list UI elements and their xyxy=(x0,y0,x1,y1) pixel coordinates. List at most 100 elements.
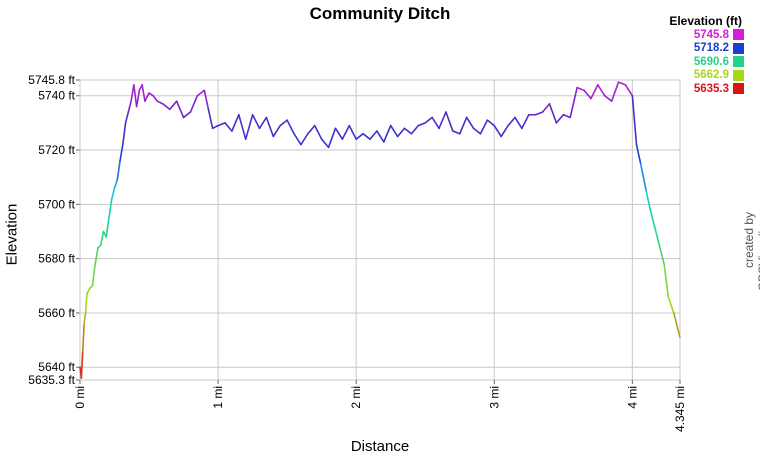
legend-entry: 5635.3 xyxy=(640,82,744,96)
elevation-line-segment xyxy=(452,130,461,135)
elevation-line-segment xyxy=(80,350,84,379)
elevation-line-segment xyxy=(300,132,309,146)
elevation-line-segment xyxy=(99,230,105,246)
elevation-line-segment xyxy=(94,246,99,265)
elevation-line-segment xyxy=(327,127,337,149)
legend-swatch xyxy=(733,56,744,68)
elevation-line-segment xyxy=(597,84,606,97)
elevation-line-segment xyxy=(127,100,132,113)
elevation-line-segment xyxy=(438,111,447,130)
elevation-line-segment xyxy=(238,113,247,140)
elevation-line-segment xyxy=(124,111,130,124)
elevation-line-segment xyxy=(555,113,565,124)
x-tick-label: 2 mi xyxy=(349,386,363,409)
elevation-line-segment xyxy=(83,312,87,325)
elevation-line-segment xyxy=(348,124,357,140)
legend-title: Elevation (ft) xyxy=(669,14,742,28)
x-tick-label: 4.345 mi xyxy=(673,386,687,432)
elevation-line-segment xyxy=(645,189,652,211)
y-tick-label: 5700 ft xyxy=(38,197,75,211)
elevation-line-segment xyxy=(211,124,219,130)
legend-entry: 5718.2 xyxy=(640,42,744,56)
elevation-line-segment xyxy=(569,86,578,119)
elevation-line-segment xyxy=(507,116,516,127)
elevation-line-segment xyxy=(293,132,302,146)
elevation-line-segment xyxy=(251,113,261,130)
elevation-line-segment xyxy=(639,162,647,192)
elevation-line-segment xyxy=(389,124,399,138)
elevation-line-segment xyxy=(382,124,392,143)
elevation-line-segment xyxy=(265,116,275,138)
elevation-line-segment xyxy=(424,116,433,124)
elevation-line-segment xyxy=(514,116,523,130)
elevation-line-segment xyxy=(135,89,141,108)
elevation-line-segment xyxy=(376,130,385,143)
legend-entry-label: 5745.8 xyxy=(693,28,729,41)
x-tick-label: 4 mi xyxy=(625,386,639,409)
elevation-line-segment xyxy=(320,138,330,149)
elevation-line-segment xyxy=(272,124,282,138)
elevation-line-segment xyxy=(279,119,288,127)
elevation-line-segment xyxy=(583,89,592,100)
legend-entry: 5662.9 xyxy=(640,69,744,83)
elevation-line-segment xyxy=(355,132,364,140)
elevation-line-segment xyxy=(445,111,454,132)
y-tick-label: 5740 ft xyxy=(38,89,75,103)
elevation-line-segment xyxy=(116,160,121,181)
elevation-line-segment xyxy=(81,323,85,352)
legend-entry-label: 5718.2 xyxy=(693,42,729,55)
elevation-line-segment xyxy=(110,187,116,200)
legend-entry-label: 5690.6 xyxy=(693,55,729,68)
elevation-line-segment xyxy=(631,94,638,146)
elevation-line-segment xyxy=(548,103,558,124)
elevation-line-segment xyxy=(113,179,119,189)
elevation-line-segment xyxy=(458,116,468,135)
elevation-line-segment xyxy=(141,84,146,102)
elevation-line-segment xyxy=(307,124,316,135)
elevation-line-segment xyxy=(472,127,482,135)
elevation-line-segment xyxy=(244,113,254,140)
elevation-line-segment xyxy=(207,108,214,130)
y-tick-label: 5745.8 ft xyxy=(28,73,75,87)
elevation-line-segment xyxy=(667,295,675,314)
elevation-line-segment xyxy=(122,122,127,146)
elevation-line-segment xyxy=(493,124,502,138)
elevation-line-segment xyxy=(105,217,110,238)
y-tick-label: 5680 ft xyxy=(38,252,75,266)
chart-title: Community Ditch xyxy=(309,4,451,23)
legend-entries: 5745.8 5718.2 5690.6 5662.9 5635.3 xyxy=(640,28,744,96)
elevation-line-segment xyxy=(341,124,351,140)
y-tick-label: 5660 ft xyxy=(38,306,75,320)
legend-swatch xyxy=(733,83,744,95)
elevation-line-segment xyxy=(479,119,489,135)
credit-text: created by GPSVisualizer.com xyxy=(742,188,760,292)
elevation-line-segment xyxy=(624,84,634,97)
elevation-line-segment xyxy=(659,246,665,265)
elevation-line-segment xyxy=(334,127,344,140)
plot-area xyxy=(79,79,681,381)
elevation-line-segment xyxy=(653,225,661,249)
legend-swatch xyxy=(733,42,744,54)
elevation-line-segment xyxy=(663,263,670,298)
legend: Elevation (ft) 5745.8 5718.2 5690.6 5662.9 5… xyxy=(640,14,744,96)
legend-swatch xyxy=(733,69,744,81)
elevation-line-segment xyxy=(521,113,530,130)
elevation-line-segment xyxy=(133,84,138,108)
x-tick-label: 3 mi xyxy=(487,386,501,409)
elevation-line-segment xyxy=(617,81,627,86)
elevation-line-segment xyxy=(144,92,150,102)
elevation-line-segment xyxy=(603,94,613,102)
elevation-line-segment xyxy=(156,100,164,105)
elevation-line-segment xyxy=(649,208,656,227)
y-tick-label: 5635.3 ft xyxy=(28,373,75,387)
elevation-line-segment xyxy=(203,89,210,111)
elevation-line-segment xyxy=(224,122,233,132)
elevation-line-segment xyxy=(541,103,551,113)
elevation-line-segment xyxy=(417,122,427,127)
elevation-line-segment xyxy=(562,113,572,119)
elevation-line-segment xyxy=(258,116,268,130)
elevation-line-segment xyxy=(465,116,475,130)
legend-entry: 5745.8 xyxy=(640,28,744,42)
elevation-line-segment xyxy=(396,127,406,138)
